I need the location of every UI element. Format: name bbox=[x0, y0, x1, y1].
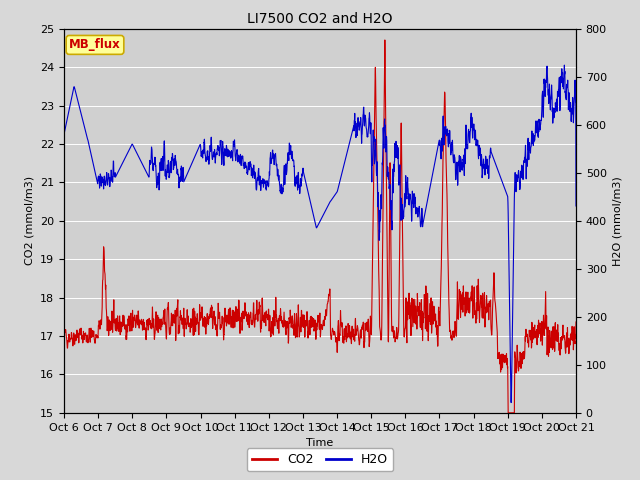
X-axis label: Time: Time bbox=[307, 438, 333, 448]
Title: LI7500 CO2 and H2O: LI7500 CO2 and H2O bbox=[247, 12, 393, 26]
Y-axis label: CO2 (mmol/m3): CO2 (mmol/m3) bbox=[24, 176, 35, 265]
Text: MB_flux: MB_flux bbox=[69, 38, 121, 51]
Legend: CO2, H2O: CO2, H2O bbox=[247, 448, 393, 471]
Y-axis label: H2O (mmol/m3): H2O (mmol/m3) bbox=[612, 176, 623, 265]
